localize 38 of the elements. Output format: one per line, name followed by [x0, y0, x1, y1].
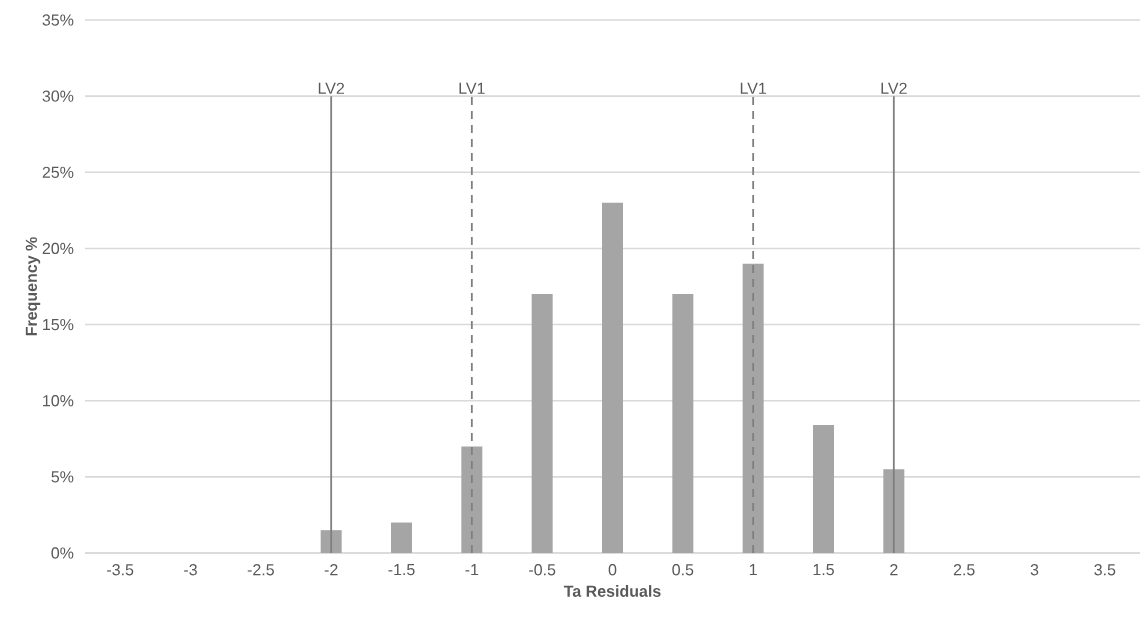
- y-tick-label: 25%: [42, 166, 74, 178]
- ref-line-label: LV2: [318, 82, 344, 94]
- bar: [602, 202, 623, 553]
- y-tick-label: 35%: [42, 14, 74, 26]
- ref-line-label: LV1: [740, 82, 767, 94]
- x-tick-label: -2: [324, 564, 338, 576]
- ref-line-label: LV1: [459, 82, 485, 94]
- x-tick-label: 1: [749, 564, 757, 576]
- y-tick-label: 15%: [43, 318, 74, 331]
- x-tick-label: -1: [465, 564, 479, 576]
- y-axis-title: Frequency %: [25, 237, 41, 336]
- bar: [672, 294, 694, 553]
- bar: [531, 294, 553, 553]
- y-tick-label: 10%: [43, 395, 74, 407]
- bar: [883, 469, 905, 553]
- y-tick-label: 0%: [51, 547, 74, 559]
- x-tick-label: 0: [608, 564, 617, 576]
- x-tick-label: 2.5: [953, 564, 975, 576]
- bar: [461, 446, 483, 553]
- bar: [742, 263, 764, 553]
- y-tick-label: 5%: [51, 471, 74, 483]
- x-tick-label: 1.5: [813, 564, 834, 576]
- bar: [320, 530, 342, 553]
- x-axis-title: Ta Residuals: [563, 585, 661, 597]
- x-tick-label: -3: [184, 564, 197, 576]
- x-tick-label: -0.5: [529, 564, 556, 576]
- x-tick-label: -1.5: [388, 564, 415, 576]
- ref-line-label: LV2: [881, 82, 907, 94]
- y-tick-label: 20%: [42, 242, 74, 255]
- bar: [391, 522, 412, 553]
- x-tick-label: -2.5: [247, 564, 274, 576]
- y-tick-label: 30%: [42, 90, 74, 102]
- x-tick-label: 3: [1030, 564, 1039, 576]
- bar: [813, 425, 834, 553]
- x-tick-label: -3.5: [107, 564, 134, 576]
- x-tick-label: 2: [890, 564, 898, 576]
- x-tick-label: 3.5: [1094, 564, 1116, 576]
- x-tick-label: 0.5: [672, 564, 694, 576]
